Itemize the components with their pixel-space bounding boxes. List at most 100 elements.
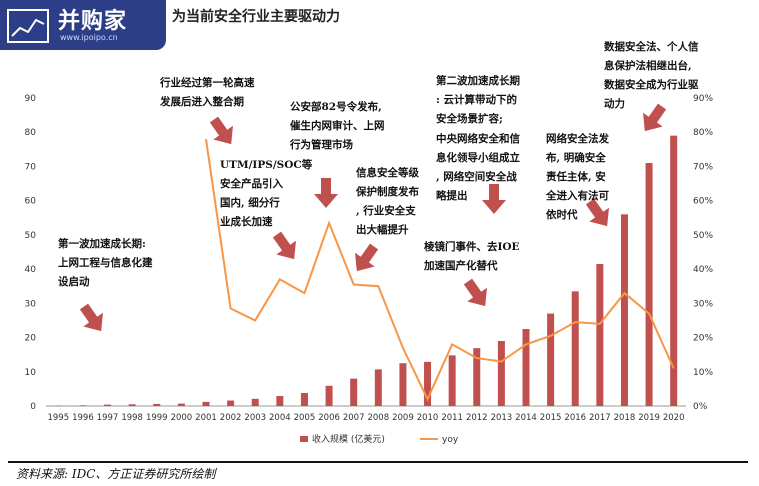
revenue-bar [547,313,555,406]
y-left-tick-label: 80 [25,128,37,138]
y-right-tick-label: 50% [693,231,713,241]
arrow-icon [314,178,338,208]
yoy-line [205,138,675,402]
x-tick-label: 2013 [491,413,513,423]
x-tick-label: 2002 [220,413,242,423]
x-tick-label: 2009 [392,413,414,423]
annotation-wave2: 第二波加速成长期 : 云计算带动下的 安全场景扩容; [436,75,520,125]
annotation-cyber-law: 网络安全法发 布, 明确安全 责任主体, 安 全进入有法可 依时代 [546,133,609,221]
y-left-tick-label: 40 [25,265,37,275]
x-tick-label: 1997 [97,413,119,423]
x-tick-label: 1999 [146,413,168,423]
annotation-utm: UTM/IPS/SOC等 安全产品引入 国内, 细分行 业成长加速 [220,159,313,228]
y-right-tick-label: 30% [693,299,713,309]
revenue-bar [79,405,87,406]
legend-bar-swatch [300,436,308,442]
y-left-tick-label: 70 [25,162,37,172]
revenue-bar [300,392,308,406]
chart-logo-icon [7,9,49,43]
x-tick-label: 2011 [441,413,463,423]
revenue-bar [596,263,604,406]
revenue-bar [251,398,259,406]
arrow-icon [463,278,487,307]
y-left-tick-label: 10 [25,368,37,378]
revenue-bar [620,214,628,406]
revenue-bar [227,400,235,406]
annotation-wave1: 第一波加速成长期: 上网工程与信息化建 设启动 [58,238,153,288]
brand-logo: 并购家 www.ipoipo.cn [0,0,166,50]
revenue-bar [104,404,112,406]
arrow-icon [272,231,296,260]
arrow-icon [79,303,103,332]
x-tick-label: 2020 [663,413,685,423]
y-left-tick-label: 0 [30,402,36,412]
x-tick-label: 2018 [614,413,636,423]
x-tick-label: 1995 [47,413,69,423]
revenue-bar [448,355,456,406]
annotation-prism: 棱镜门事件、去IOE 加速国产化替代 [424,241,520,272]
y-right-tick-label: 0% [693,402,708,412]
y-right-tick-label: 40% [693,265,713,275]
revenue-bar [645,163,653,406]
y-left-tick-label: 60 [25,197,37,207]
annotation-consolidation: 行业经过第一轮高速 发展后进入整合期 [160,77,255,108]
x-tick-label: 2007 [343,413,365,423]
revenue-bar [571,291,579,406]
x-tick-label: 2016 [564,413,586,423]
revenue-bar [473,348,481,406]
revenue-bar [399,363,407,406]
y-left-tick-label: 50 [25,231,37,241]
source-note: 资料来源: IDC、方正证券研究所绘制 [16,467,216,481]
arrow-icon [209,116,233,145]
x-tick-label: 2012 [466,413,488,423]
revenue-bar [177,403,185,406]
revenue-bar [325,385,333,406]
y-right-tick-label: 70% [693,162,713,172]
footer-rule [8,461,748,463]
x-tick-label: 1998 [121,413,143,423]
x-tick-label: 2001 [195,413,217,423]
legend-bar-label: 收入规模 (亿美元) [312,433,385,445]
revenue-bar [276,396,284,406]
y-right-tick-label: 80% [693,128,713,138]
revenue-bar [350,378,358,406]
x-tick-label: 2008 [367,413,389,423]
revenue-bar [54,405,62,407]
arrow-icon [482,184,506,214]
x-tick-label: 2010 [417,413,439,423]
revenue-bar [374,369,382,406]
x-tick-label: 2004 [269,413,291,423]
arrow-icon [355,243,379,272]
annotation-central-group: 中央网络安全和信 息化领导小组成立 , 网络空间安全战 略提出 [436,133,520,202]
arrow-icon [585,198,609,227]
y-left-tick-label: 30 [25,299,37,309]
annotation-data-law: 数据安全法、个人信 息保护法相继出台, 数据安全成为行业驱 动力 [604,41,699,110]
y-right-tick-label: 60% [693,197,713,207]
y-left-tick-label: 90 [25,94,37,104]
x-tick-label: 2017 [589,413,611,423]
logo-text: 并购家 [58,9,128,34]
logo-url: www.ipoipo.cn [60,33,118,42]
y-left-tick-label: 20 [25,334,37,344]
arrow-icon [643,103,667,132]
revenue-bar [128,404,136,406]
revenue-bar [670,135,678,406]
page-title: 为当前安全行业主要驱动力 [172,9,340,25]
y-right-tick-label: 90% [693,94,713,104]
legend-line-label: yoy [442,435,459,445]
revenue-bar [497,340,505,406]
annotation-mlps: 信息安全等级 保护制度发布 , 行业安全支 出大幅提升 [356,167,419,236]
x-tick-label: 2005 [294,413,316,423]
x-tick-label: 2019 [638,413,660,423]
revenue-bar [424,361,432,406]
x-tick-label: 2015 [540,413,562,423]
x-tick-label: 1996 [72,413,94,423]
y-right-tick-label: 10% [693,368,713,378]
x-tick-label: 2000 [171,413,193,423]
revenue-bar [153,403,161,406]
annotation-order82: 公安部82号令发布, 催生内网审计、上网 行为管理市场 [290,101,385,151]
x-tick-label: 2006 [318,413,340,423]
y-right-tick-label: 20% [693,334,713,344]
revenue-bar [522,329,530,406]
